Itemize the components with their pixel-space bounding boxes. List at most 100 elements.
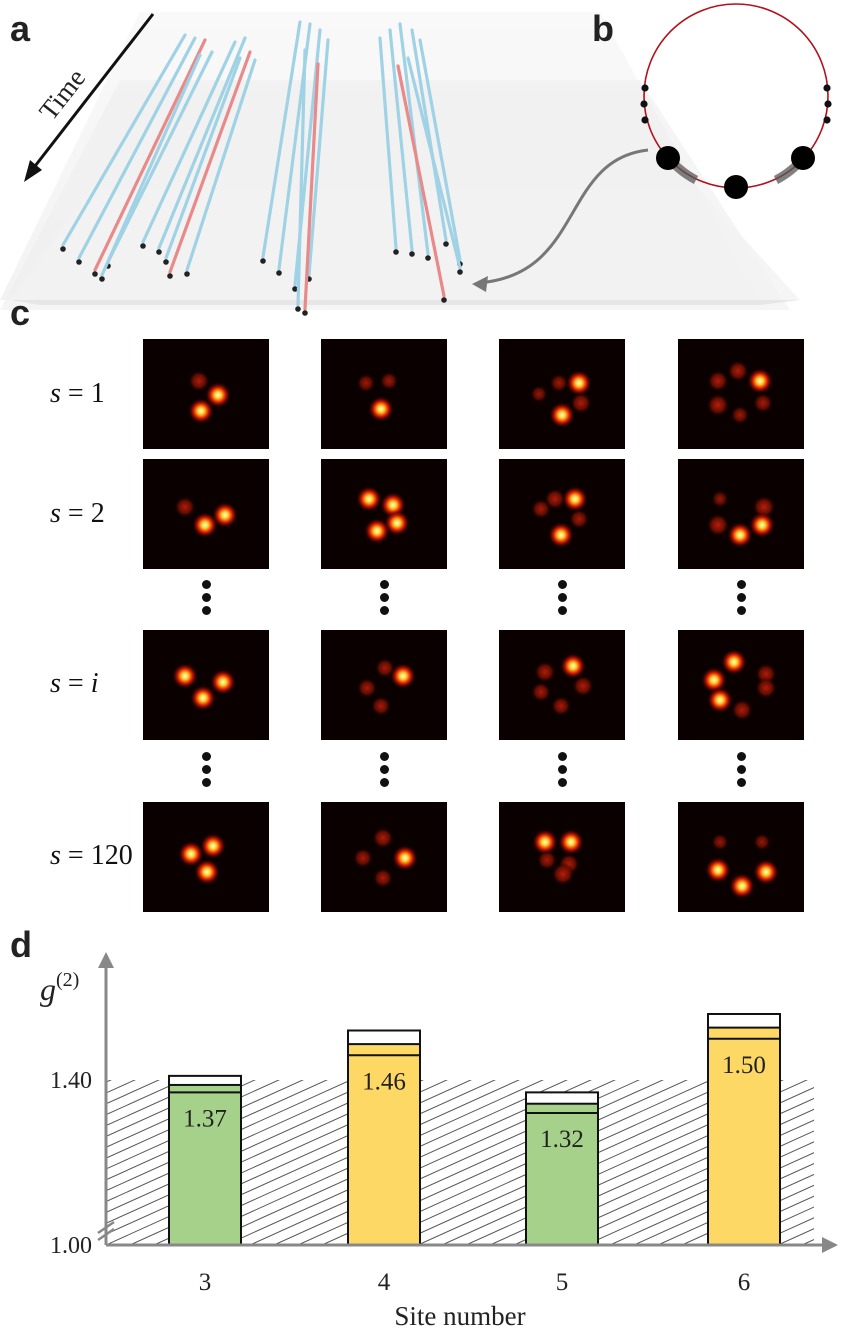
panel-b-label: b <box>592 8 614 49</box>
y-axis-label: g(2) <box>40 969 79 1007</box>
atom-dot <box>260 258 266 264</box>
bar-error-box <box>347 1029 421 1246</box>
ellipsis-dots <box>555 752 569 791</box>
atom-fluorescence-spot <box>190 685 216 711</box>
fluorescence-frame <box>321 339 447 449</box>
fluorescence-frame <box>499 459 625 569</box>
worldline-blue <box>261 20 302 259</box>
atom-fluorescence-spot <box>560 653 586 679</box>
axes <box>97 952 838 1253</box>
worldline-blue <box>61 33 187 247</box>
atom-fluorescence-spot <box>353 848 373 868</box>
bar-error-box <box>168 1074 242 1246</box>
fluorescence-frame <box>321 459 447 569</box>
atom-fluorescence-spot <box>753 833 771 851</box>
atom-fluorescence-spot <box>373 868 393 888</box>
atom-fluorescence-spot <box>705 857 731 883</box>
atom-fluorescence-spot <box>371 696 391 716</box>
fluorescence-frame <box>143 339 269 449</box>
atom-dot <box>167 273 173 279</box>
bar-upper-band <box>707 1026 781 1247</box>
atom-fluorescence-spot <box>701 667 727 693</box>
bar-value-label: 1.32 <box>540 1126 584 1153</box>
atom-fluorescence-spot <box>747 368 773 394</box>
row-label-s1: s = 1 <box>50 378 105 409</box>
worldline-blue <box>164 56 242 260</box>
atom-fluorescence-spot <box>390 663 416 689</box>
atom-dot <box>184 271 190 277</box>
atom-fluorescence-spot <box>379 371 399 391</box>
bar-site-3 <box>168 1091 242 1246</box>
ellipsis-dots <box>199 752 213 791</box>
connector-arrow <box>477 148 649 285</box>
time-plane-front <box>10 190 800 300</box>
worldline-blue <box>185 58 257 272</box>
atom-fluorescence-spot <box>551 862 575 886</box>
bar-value-label: 1.50 <box>722 1052 766 1079</box>
bar-site-4 <box>347 1054 421 1246</box>
y-tick-label: 1.00 <box>50 1233 92 1259</box>
fluorescence-frame <box>678 339 804 449</box>
atom-fluorescence-spot <box>194 859 220 885</box>
fluorescence-frame <box>321 630 447 740</box>
atom-fluorescence-spot <box>368 396 394 422</box>
bar-upper-band <box>347 1043 421 1247</box>
panel-c-label: c <box>10 292 31 333</box>
atom-fluorescence-spot <box>727 522 753 548</box>
worldline-blue <box>307 38 330 277</box>
atom-fluorescence-spot <box>551 696 571 716</box>
atom-fluorescence-spot <box>749 512 775 538</box>
atom-dot <box>393 249 399 255</box>
atom-fluorescence-spot <box>731 699 753 721</box>
worldline-blue <box>406 56 462 270</box>
atom-dot <box>457 269 463 275</box>
atom-fluorescence-spot <box>569 509 589 529</box>
atom-fluorescence-spot <box>532 829 558 855</box>
ellipsis-dots <box>377 580 391 619</box>
atom-fluorescence-spot <box>372 827 394 849</box>
atom-dot <box>99 276 105 282</box>
ellipsis-dots <box>199 580 213 619</box>
ellipsis-dots <box>555 580 569 619</box>
atom-fluorescence-spot <box>706 513 730 537</box>
atom-fluorescence-spot <box>711 833 729 851</box>
atom-fluorescence-spot <box>729 873 755 899</box>
atom-fluorescence-spot <box>188 370 210 392</box>
atom-fluorescence-spot <box>549 373 569 393</box>
atom-dot <box>295 306 301 312</box>
x-axis-label: Site number <box>394 1301 525 1331</box>
atom-dot <box>76 259 82 265</box>
atom-fluorescence-spot <box>730 405 750 425</box>
atom-fluorescence-spot <box>755 677 777 699</box>
worldline-blue <box>141 40 237 244</box>
fluorescence-frame <box>678 459 804 569</box>
y-tick-label: 1.40 <box>50 1068 92 1094</box>
atom-dot <box>276 270 282 276</box>
row-label-si: s = i <box>50 668 99 699</box>
atom-dot <box>292 286 298 292</box>
worldline-blue <box>106 50 214 264</box>
atom-fluorescence-spot <box>356 373 376 393</box>
bar-upper-band <box>168 1083 242 1246</box>
x-tick-label: 5 <box>556 1269 569 1296</box>
bars: 1.37 1.46 1.32 1.50 <box>168 1013 781 1247</box>
time-arrow <box>30 13 155 171</box>
x-tick-label: 3 <box>199 1269 212 1296</box>
atom-fluorescence-spot <box>707 687 733 713</box>
atom-fluorescence-spot <box>375 658 395 678</box>
atom-fluorescence-spot <box>544 488 566 510</box>
row-label-s120: s = 120 <box>50 840 133 871</box>
atom-fluorescence-spot <box>566 370 592 396</box>
panel-a-illustration: Time <box>0 12 800 316</box>
worldline-red <box>396 64 446 298</box>
worldline-blue <box>388 28 414 252</box>
worldline-blue <box>410 28 448 242</box>
atom-fluorescence-spot <box>210 669 236 695</box>
atom-fluorescence-spot <box>707 370 729 392</box>
time-axis-label: Time <box>33 63 91 126</box>
fluorescence-frame <box>143 459 269 569</box>
atom-dot <box>425 255 431 261</box>
atom-dot <box>140 243 146 249</box>
atom-dot <box>441 297 447 303</box>
atom-fluorescence-spot <box>558 829 584 855</box>
